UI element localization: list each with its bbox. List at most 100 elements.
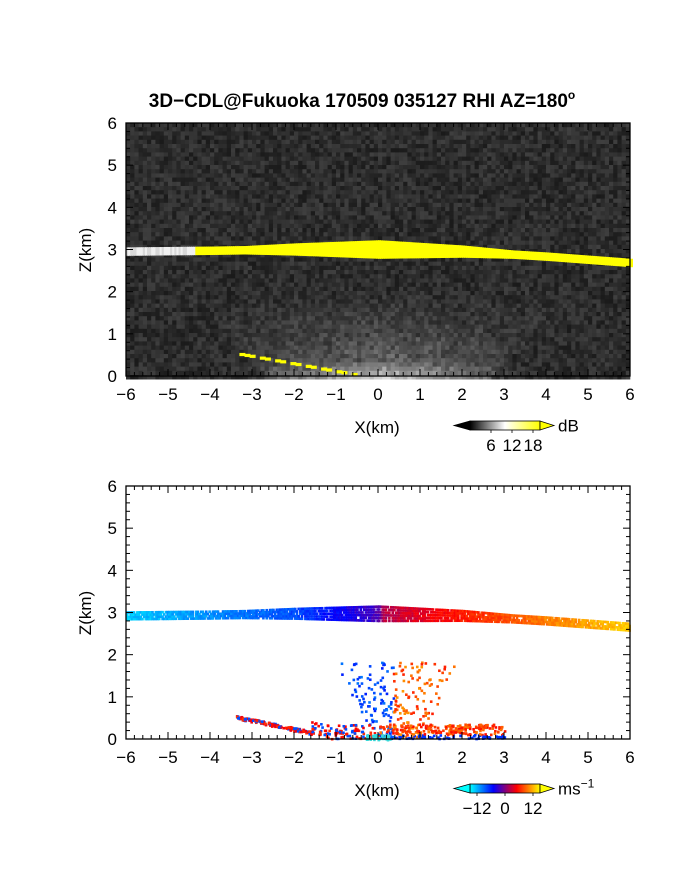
noise-cell (378, 228, 383, 233)
noise-cell (382, 169, 387, 174)
noise-cell (625, 240, 631, 246)
noise-cell (537, 186, 543, 191)
noise-cell (247, 236, 253, 241)
noise-cell (260, 123, 265, 128)
noise-cell (520, 232, 526, 237)
noise-cell (516, 173, 522, 178)
noise-cell (281, 211, 286, 216)
noise-cell (613, 215, 618, 220)
noise-cell (625, 223, 631, 229)
noise-cell (260, 131, 265, 136)
noise-cell (197, 240, 202, 246)
noise-cell (264, 228, 270, 233)
noise-cell (478, 148, 484, 153)
noise-cell (310, 265, 316, 271)
noise-cell (214, 286, 219, 292)
noise-cell (508, 274, 513, 279)
noise-cell (176, 228, 181, 233)
noise-cell (504, 123, 509, 128)
noise-cell (142, 219, 148, 225)
noise-cell (596, 249, 601, 254)
noise-cell (558, 177, 564, 183)
noise-cell (281, 202, 286, 208)
noise-cell (516, 257, 522, 262)
noise-cell (352, 127, 358, 132)
noise-cell (533, 282, 538, 288)
noise-cell (142, 274, 148, 279)
noise-cell (155, 144, 160, 149)
noise-cell (462, 160, 467, 166)
noise-cell (285, 152, 291, 157)
noise-cell (176, 165, 181, 170)
noise-cell (222, 177, 228, 183)
noise-cell (403, 194, 408, 199)
noise-cell (621, 186, 627, 191)
noise-cell (432, 169, 438, 174)
noise-cell (550, 265, 555, 271)
noise-cell (499, 177, 505, 183)
noise-cell (411, 186, 417, 191)
noise-cell (327, 173, 333, 178)
noise-cell (424, 198, 429, 204)
noise-cell (268, 261, 274, 267)
noise-cell (504, 211, 509, 216)
noise-cell (239, 202, 244, 208)
noise-cell (499, 156, 505, 162)
noise-cell (264, 144, 270, 149)
noise-cell (617, 211, 622, 216)
noise-cell (273, 215, 278, 220)
noise-cell (600, 165, 606, 170)
noise-cell (390, 156, 396, 162)
noise-cell (592, 240, 597, 246)
noise-cell (579, 144, 585, 149)
noise-cell (378, 223, 383, 229)
noise-cell (285, 148, 291, 153)
noise-cell (239, 127, 244, 132)
noise-cell (436, 228, 442, 233)
noise-cell (445, 131, 450, 136)
noise-cell (491, 270, 496, 275)
noise-cell (315, 278, 320, 283)
noise-cell (462, 135, 467, 141)
noise-cell (210, 173, 215, 178)
noise-cell (365, 202, 370, 208)
noise-cell (369, 295, 375, 300)
noise-cell (600, 286, 606, 292)
noise-cell (562, 165, 568, 170)
noise-cell (386, 202, 391, 208)
noise-cell (172, 160, 177, 166)
noise-cell (512, 232, 517, 237)
noise-cell (294, 207, 299, 212)
noise-cell (348, 270, 354, 275)
noise-cell (239, 282, 244, 288)
noise-cell (508, 261, 513, 267)
noise-cell (260, 265, 265, 271)
noise-cell (617, 139, 622, 145)
noise-cell (163, 194, 169, 199)
noise-cell (567, 135, 572, 141)
noise-cell (247, 123, 253, 128)
noise-cell (441, 215, 446, 220)
noise-cell (436, 202, 442, 208)
noise-cell (155, 232, 160, 237)
noise-cell (567, 228, 572, 233)
noise-cell (567, 152, 572, 157)
noise-cell (399, 219, 404, 225)
noise-cell (176, 253, 181, 258)
noise-cell (184, 240, 190, 246)
noise-cell (533, 186, 538, 191)
noise-cell (554, 123, 559, 128)
noise-cell (168, 165, 173, 170)
noise-cell (609, 278, 614, 283)
noise-cell (201, 295, 207, 300)
noise-cell (428, 160, 433, 166)
noise-cell (403, 177, 408, 183)
noise-cell (197, 253, 202, 258)
noise-cell (567, 181, 572, 187)
noise-cell (189, 257, 194, 262)
noise-cell (373, 278, 379, 283)
noise-cell (323, 223, 328, 229)
noise-cell (340, 144, 345, 149)
noise-cell (138, 223, 144, 229)
noise-cell (537, 211, 543, 216)
